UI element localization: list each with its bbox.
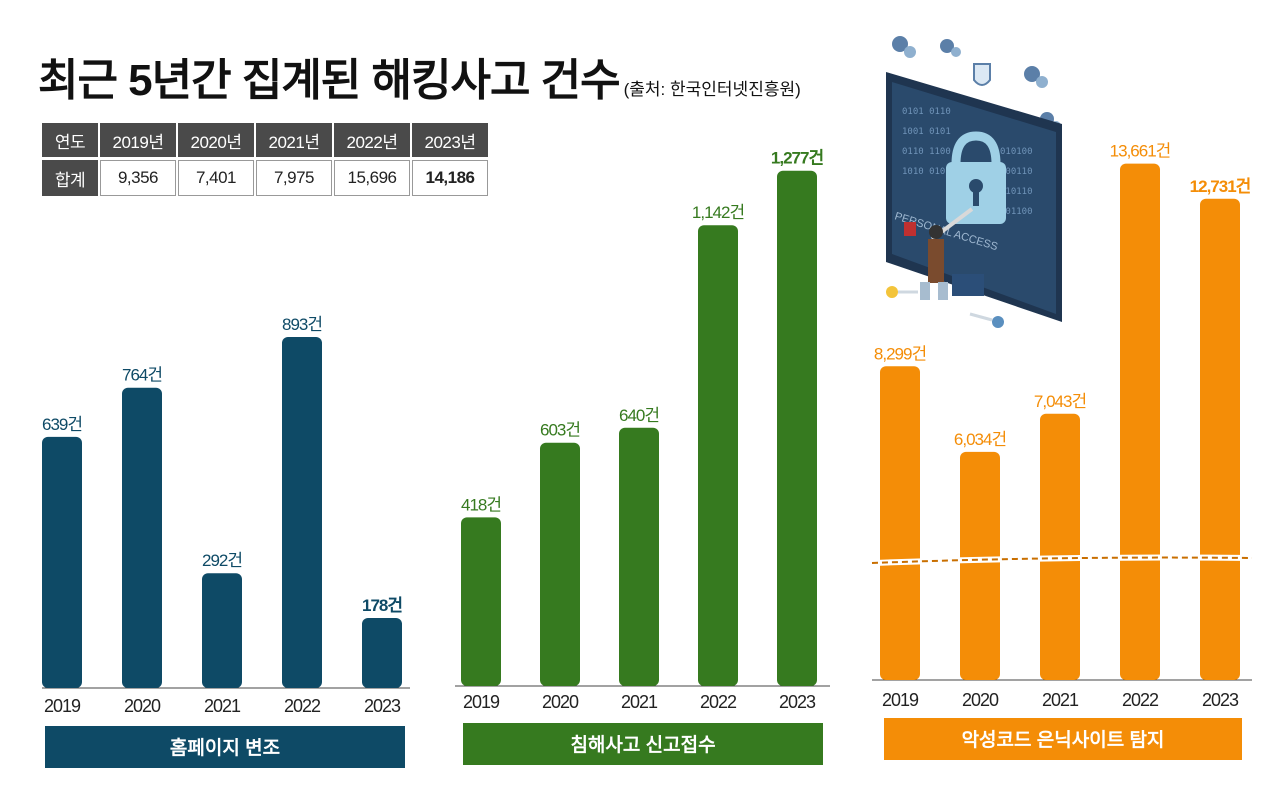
summary-year-cell: 2019년 [100,123,176,157]
data-label: 418건 [461,495,501,514]
x-tick-label: 2020 [542,692,579,712]
x-tick-label: 2022 [700,692,737,712]
x-tick-label: 2020 [124,696,161,716]
summary-total-cell: 7,975 [256,160,332,196]
padlock-icon [946,131,1006,224]
bar [619,427,659,686]
svg-text:010110: 010110 [1000,187,1033,197]
summary-year-cell: 2023년 [412,123,488,157]
data-label: 6,034건 [954,430,1006,449]
binary-pattern: 0101 0110 1001 0101 0110 1100 1010 0101 01… [902,107,1033,217]
summary-total-cell: 15,696 [334,160,410,196]
data-label: 1,142건 [692,203,744,222]
data-label: 640건 [619,406,659,425]
gear-icons [892,36,1061,131]
bar [362,618,402,688]
x-tick-label: 2023 [779,692,816,712]
data-label: 8,299건 [874,344,926,363]
bar [880,366,920,680]
bar [1040,413,1080,680]
x-tick-label: 2021 [621,692,658,712]
x-tick-label: 2023 [364,696,401,716]
x-tick-label: 2019 [44,696,81,716]
summary-table: 연도 2019년 2020년 2021년 2022년 2023년 합계 9,35… [40,120,490,199]
svg-text:1001 0101: 1001 0101 [902,127,951,137]
bar [1120,163,1160,680]
data-label: 603건 [540,421,580,440]
svg-text:100110: 100110 [1000,167,1033,177]
title-text: 최근 5년간 집계된 해킹사고 건수 [38,56,621,105]
chart-title: 홈페이지 변조 [170,736,280,759]
x-tick-label: 2020 [962,690,999,710]
svg-text:010100: 010100 [1000,147,1033,157]
x-tick-label: 2021 [204,696,241,716]
bar [1200,198,1240,681]
data-label: 12,731건 [1190,177,1251,196]
data-label: 639건 [42,415,82,434]
chart-title-banner [884,718,1242,760]
bar [960,451,1000,680]
summary-total-row: 합계 9,356 7,401 7,975 15,696 14,186 [42,160,488,196]
chart-title: 침해사고 신고접수 [570,734,715,756]
svg-text:0101 0110: 0101 0110 [902,107,951,117]
bar [461,517,501,686]
chart-title-banner [463,723,823,765]
summary-year-cell: 2021년 [256,123,332,157]
chart-title: 악성코드 은닉사이트 탐지 [962,729,1165,751]
bar [698,225,738,686]
svg-text:0110 1100: 0110 1100 [902,147,951,157]
axis-break-line [871,556,1253,564]
bar [202,573,242,688]
data-label: 7,043건 [1034,392,1086,411]
bar [282,337,322,688]
bar [777,170,817,687]
x-tick-label: 2022 [284,696,321,716]
bar [122,387,162,688]
x-tick-label: 2023 [1202,690,1239,710]
summary-total-cell: 7,401 [178,160,254,196]
x-tick-label: 2022 [1122,690,1159,710]
source-note: (출처: 한국인터넷진흥원) [623,80,801,99]
data-label: 1,277건 [771,149,824,168]
x-tick-label: 2019 [882,690,919,710]
data-label: 764건 [122,366,162,385]
summary-total-cell: 9,356 [100,160,176,196]
summary-year-row: 연도 2019년 2020년 2021년 2022년 2023년 [42,123,488,157]
page-title: 최근 5년간 집계된 해킹사고 건수 (출처: 한국인터넷진흥원) [38,44,801,108]
chart-title-banner [45,726,405,768]
data-label: 893건 [282,315,322,334]
summary-total-header: 합계 [42,160,98,196]
svg-text:1010 0101: 1010 0101 [902,167,951,177]
security-illustration: 0101 0110 1001 0101 0110 1100 1010 0101 01… [886,36,1062,328]
bar [540,442,580,686]
data-label: 178건 [362,596,402,615]
summary-year-header: 연도 [42,123,98,157]
data-label: 292건 [202,551,242,570]
hacker-figure [886,207,1004,328]
summary-year-cell: 2022년 [334,123,410,157]
svg-text:101100: 101100 [1000,207,1033,217]
summary-total-cell: 14,186 [412,160,488,196]
x-tick-label: 2021 [1042,690,1079,710]
bar [42,436,82,688]
summary-year-cell: 2020년 [178,123,254,157]
x-tick-label: 2019 [463,692,500,712]
data-label: 13,661건 [1110,142,1171,161]
